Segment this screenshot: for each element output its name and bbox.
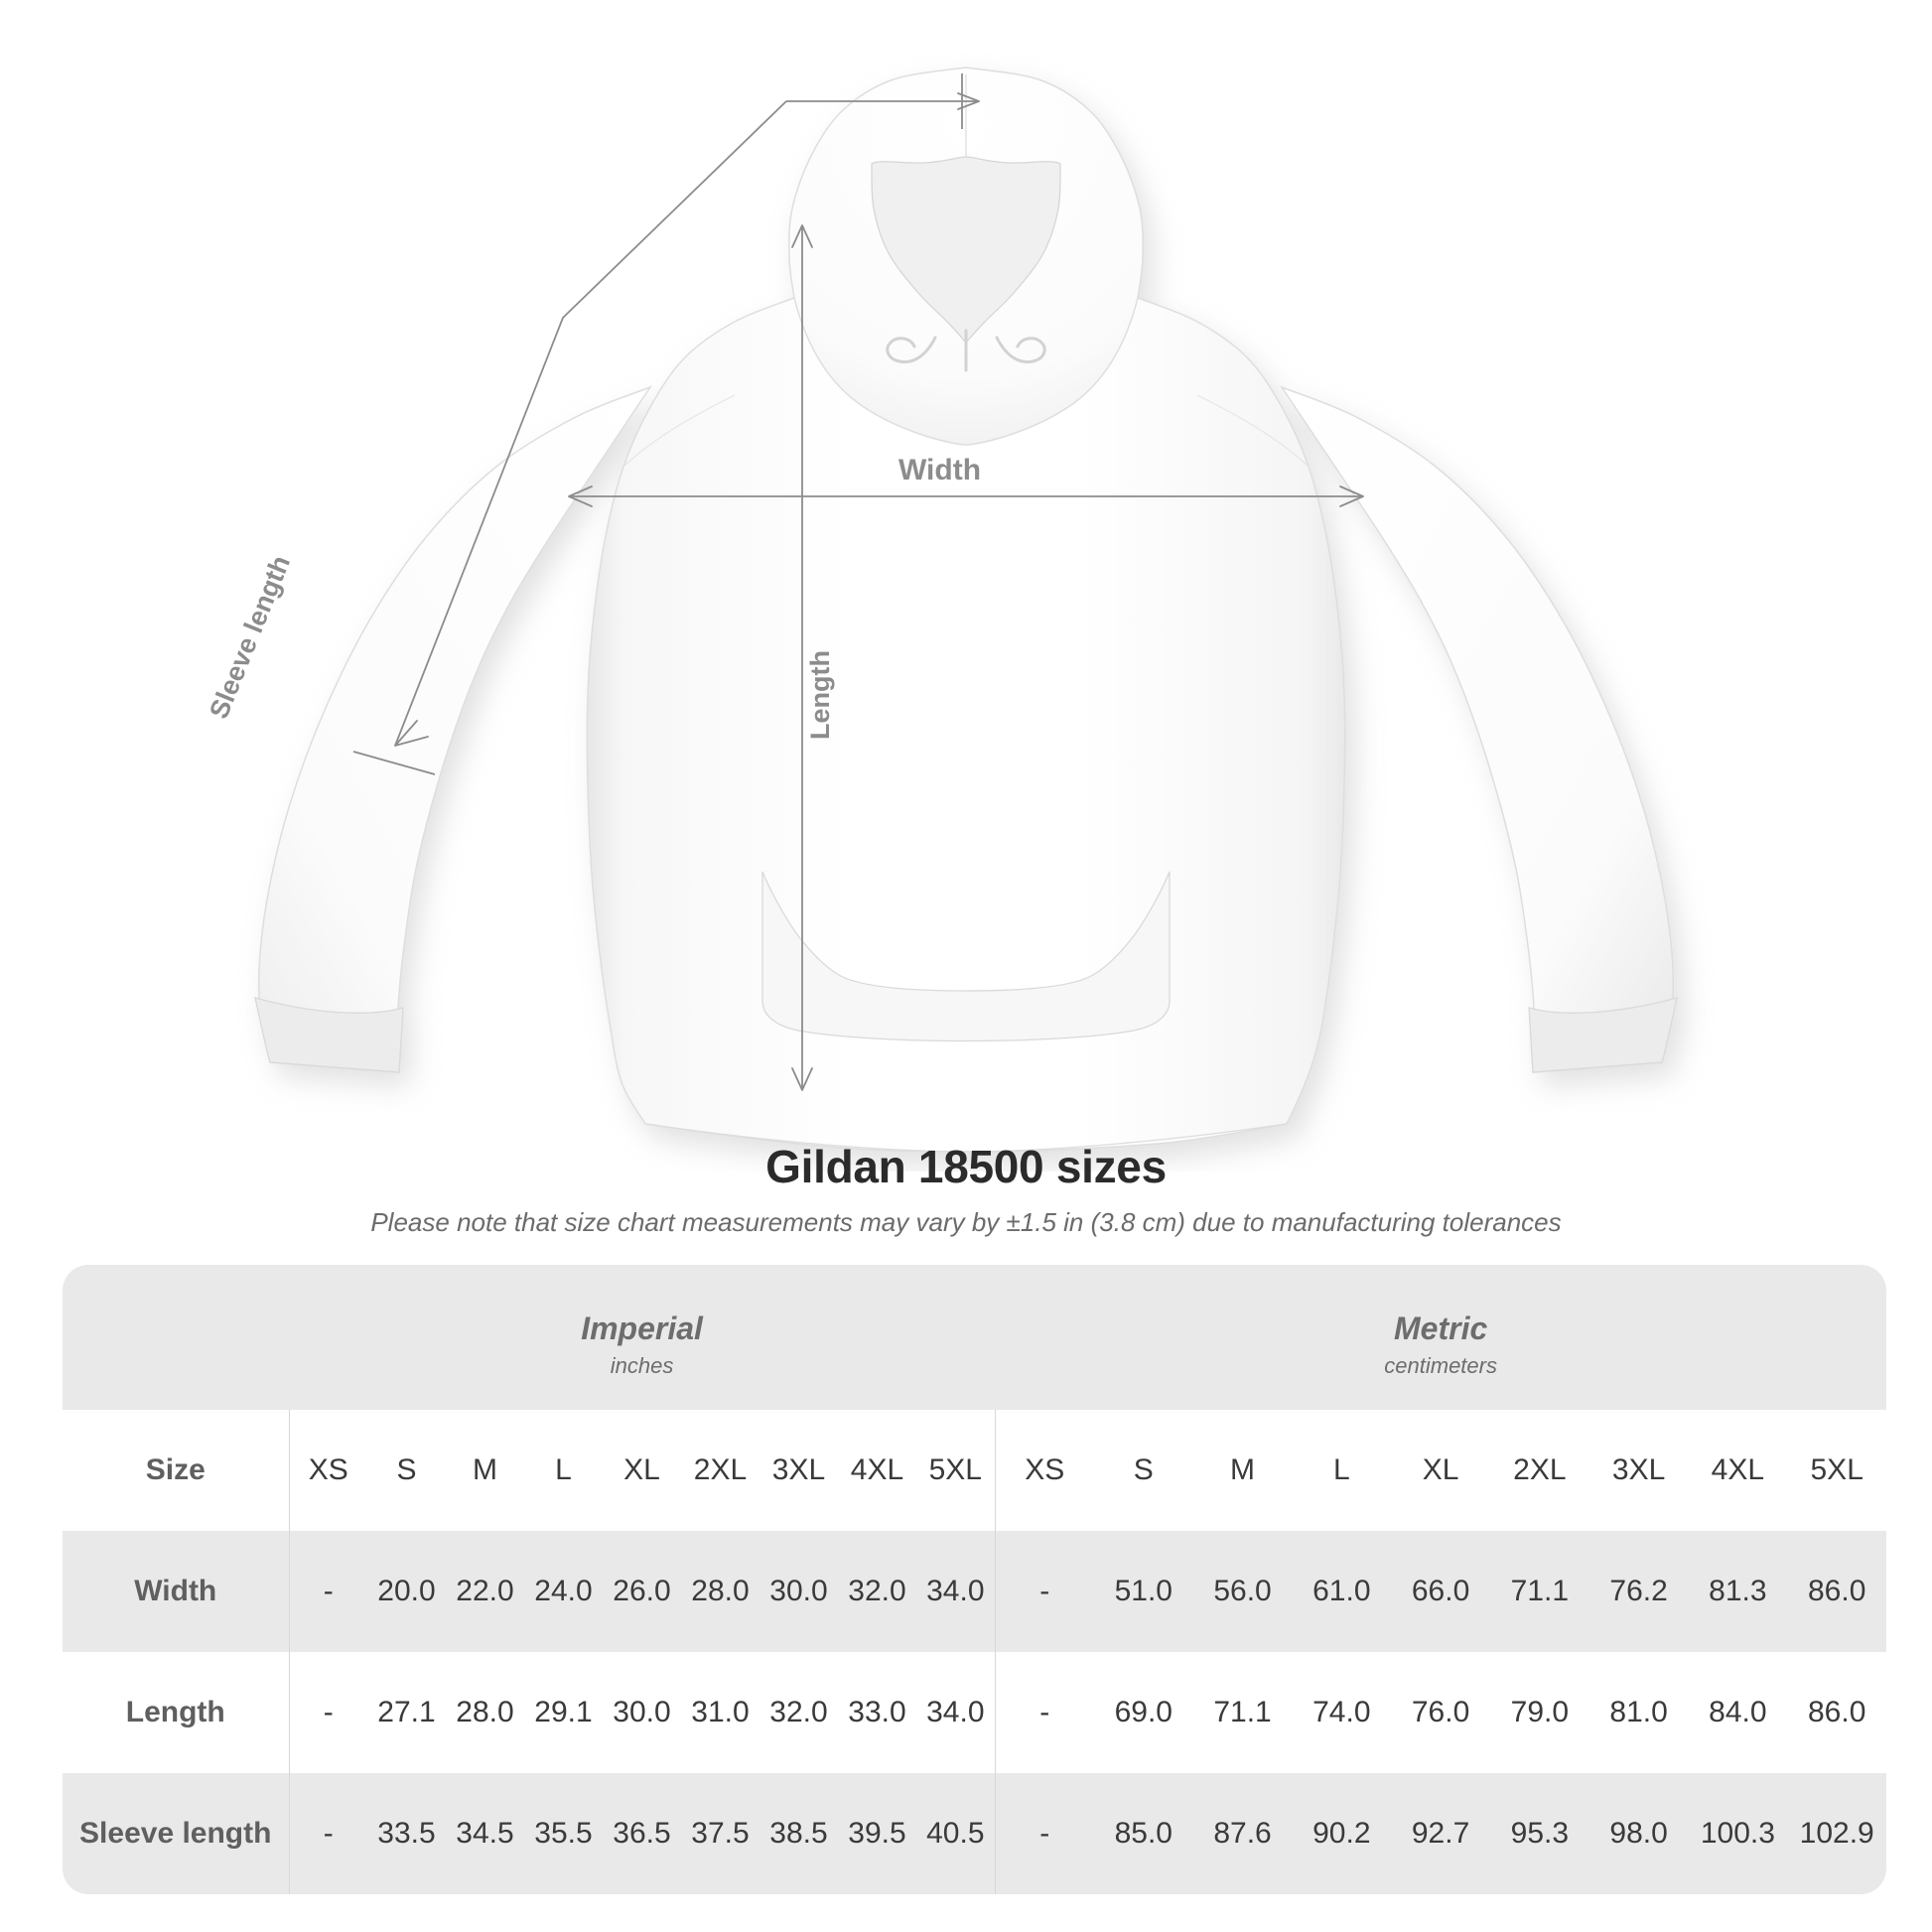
svg-text:Length: Length: [805, 650, 835, 740]
svg-text:Sleeve length: Sleeve length: [204, 551, 296, 723]
svg-text:Width: Width: [898, 454, 981, 486]
